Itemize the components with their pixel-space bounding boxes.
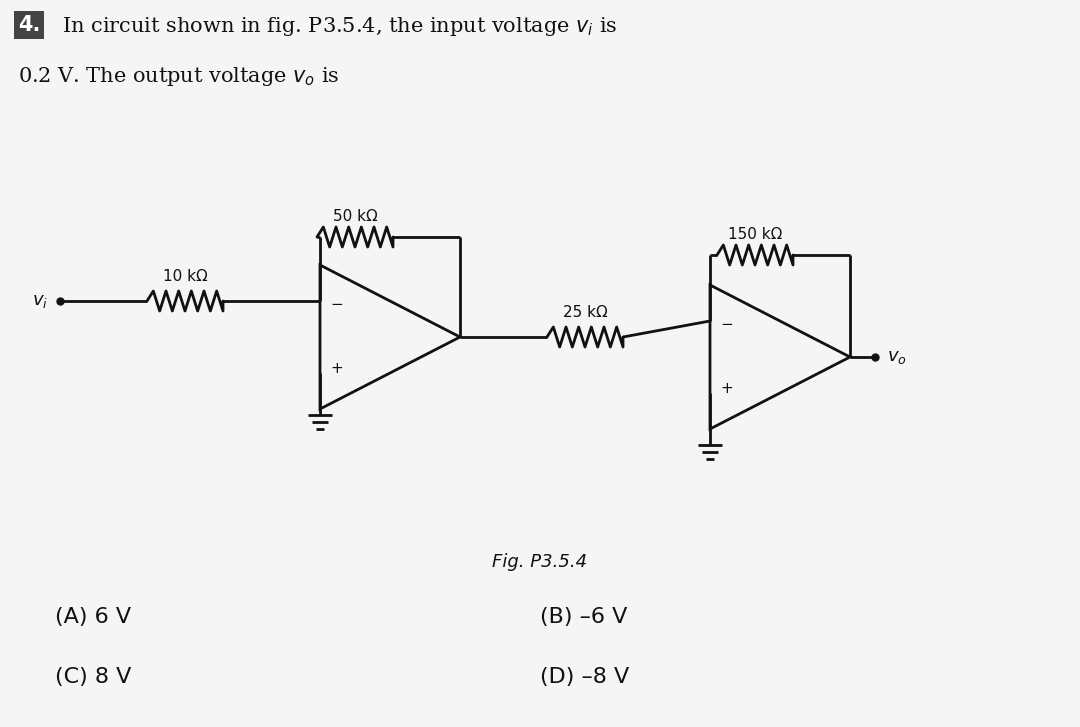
Text: (C) 8 V: (C) 8 V (55, 667, 132, 687)
Text: 25 kΩ: 25 kΩ (563, 305, 607, 320)
Text: −: − (330, 297, 342, 313)
Text: −: − (720, 318, 732, 332)
Text: $v_i$: $v_i$ (32, 292, 48, 310)
Text: 50 kΩ: 50 kΩ (333, 209, 377, 224)
Text: +: + (330, 361, 342, 377)
Text: +: + (720, 382, 732, 396)
Text: 150 kΩ: 150 kΩ (728, 227, 782, 242)
Text: $v_o$: $v_o$ (887, 348, 907, 366)
Text: 0.2 V. The output voltage $v_o$ is: 0.2 V. The output voltage $v_o$ is (18, 65, 339, 88)
Text: 4.: 4. (18, 15, 40, 35)
Text: (D) –8 V: (D) –8 V (540, 667, 630, 687)
Text: Fig. P3.5.4: Fig. P3.5.4 (492, 553, 588, 571)
Text: 10 kΩ: 10 kΩ (163, 269, 207, 284)
Text: (B) –6 V: (B) –6 V (540, 607, 627, 627)
Text: (A) 6 V: (A) 6 V (55, 607, 131, 627)
Text: In circuit shown in fig. P3.5.4, the input voltage $v_i$ is: In circuit shown in fig. P3.5.4, the inp… (62, 15, 618, 38)
